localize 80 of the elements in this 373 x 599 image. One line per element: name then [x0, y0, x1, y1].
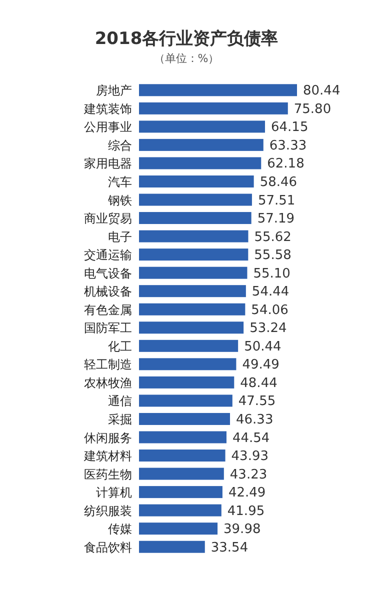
- bar: [139, 102, 288, 114]
- y-tick-label: 综合: [108, 138, 132, 152]
- data-label: 48.44: [240, 376, 278, 391]
- bar: [139, 486, 222, 498]
- data-label: 43.23: [230, 467, 268, 482]
- bar: [139, 285, 246, 298]
- data-label: 54.06: [251, 302, 288, 318]
- bar: [139, 340, 238, 352]
- bar: [139, 266, 248, 279]
- data-label: 39.98: [224, 522, 261, 538]
- bar: [139, 431, 226, 444]
- bar: [139, 450, 226, 462]
- data-label: 75.80: [294, 102, 332, 117]
- bar: [139, 194, 252, 206]
- data-label: 43.93: [231, 449, 269, 464]
- bar: [139, 412, 230, 425]
- data-label: 64.15: [271, 120, 308, 136]
- data-label: 46.33: [236, 412, 274, 428]
- data-label: 62.18: [267, 156, 304, 172]
- chart-subtitle: （单位：%）: [154, 52, 220, 65]
- bar: [139, 322, 244, 334]
- y-tick-label: 化工: [108, 339, 132, 354]
- data-label: 58.46: [260, 174, 298, 190]
- data-label: 80.44: [303, 84, 340, 99]
- y-tick-label: 商业贸易: [84, 212, 132, 226]
- data-label: 55.10: [253, 266, 290, 282]
- y-tick-label: 农林牧渔: [84, 376, 132, 390]
- data-label: 57.19: [257, 212, 295, 227]
- y-tick-label: 休闲服务: [84, 430, 132, 445]
- data-label: 63.33: [269, 138, 307, 154]
- y-tick-label: 汽车: [108, 174, 132, 189]
- y-tick-label: 公用事业: [84, 120, 132, 134]
- data-label: 53.24: [250, 321, 287, 336]
- y-tick-label: 电气设备: [84, 266, 132, 280]
- bar: [139, 138, 264, 151]
- chart-title: 2018各行业资产负债率: [94, 29, 278, 49]
- data-label: 33.54: [210, 540, 248, 556]
- y-tick-label: 纺织服装: [84, 504, 132, 518]
- y-tick-label: 计算机: [96, 486, 132, 500]
- data-label: 50.44: [244, 339, 282, 354]
- y-tick-label: 房地产: [96, 84, 132, 98]
- data-label: 55.62: [254, 230, 292, 245]
- data-label: 55.58: [254, 248, 292, 264]
- bar: [139, 376, 234, 388]
- bar: [139, 175, 254, 188]
- y-tick-label: 食品饮料: [84, 540, 132, 554]
- bar: [139, 157, 262, 170]
- data-label: 47.55: [238, 394, 276, 410]
- data-label: 57.51: [258, 193, 296, 208]
- data-label: 49.49: [242, 358, 280, 373]
- bar: [139, 540, 205, 553]
- y-tick-label: 机械设备: [84, 284, 132, 299]
- bar: [139, 120, 266, 133]
- bar: [139, 303, 246, 316]
- bar: [139, 212, 252, 224]
- bar: [139, 84, 297, 96]
- y-tick-label: 电子: [108, 230, 132, 244]
- y-tick-label: 建筑装饰: [83, 102, 132, 116]
- y-tick-label: 有色金属: [84, 302, 132, 317]
- y-tick-label: 交通运输: [84, 248, 132, 262]
- bar: [139, 468, 224, 480]
- y-tick-label: 通信: [108, 394, 132, 408]
- bar: [139, 394, 232, 407]
- bar: [139, 522, 218, 535]
- y-tick-label: 家用电器: [84, 156, 132, 171]
- y-tick-label: 医药生物: [84, 467, 132, 482]
- y-tick-label: 轻工制造: [84, 358, 132, 372]
- y-tick-label: 钢铁: [107, 193, 132, 208]
- data-label: 54.44: [252, 284, 290, 300]
- bar: [139, 248, 248, 261]
- y-tick-label: 采掘: [108, 412, 132, 426]
- bar: [139, 230, 248, 242]
- y-tick-label: 建筑材料: [83, 449, 132, 464]
- y-tick-label: 传媒: [108, 522, 132, 536]
- bar: [139, 504, 222, 516]
- data-label: 42.49: [228, 486, 266, 501]
- bar: [139, 358, 236, 370]
- y-tick-label: 国防军工: [84, 321, 132, 336]
- data-label: 44.54: [232, 430, 270, 446]
- data-label: 41.95: [227, 504, 265, 519]
